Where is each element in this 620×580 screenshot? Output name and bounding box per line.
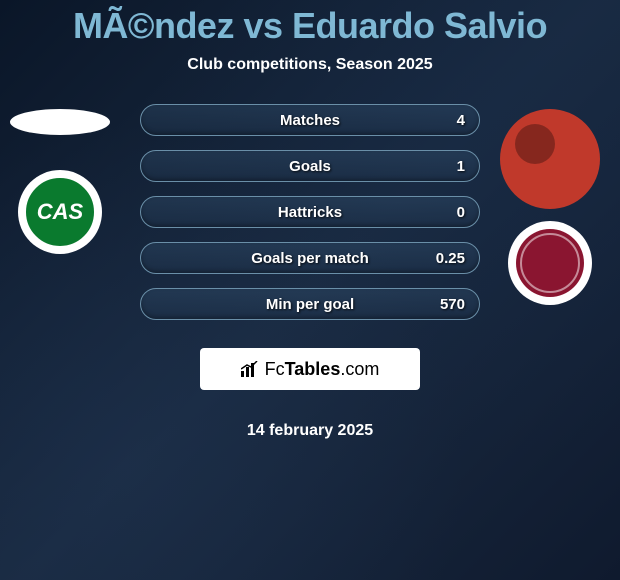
player-left-photo [10, 109, 110, 135]
player-right-photo [500, 109, 600, 209]
brand-bold: Tables [285, 359, 341, 379]
page-title: MÃ©ndez vs Eduardo Salvio [73, 8, 547, 44]
stat-row-hattricks: Hattricks 0 [140, 196, 480, 228]
comparison-card: MÃ©ndez vs Eduardo Salvio Club competiti… [0, 0, 620, 580]
stat-value-right: 0.25 [436, 250, 465, 267]
brand-badge: FcTables.com [200, 348, 420, 390]
stat-label: Goals [289, 158, 331, 175]
club-badge-left: CAS [18, 170, 102, 254]
brand-text: FcTables.com [265, 359, 380, 380]
club-badge-left-initials: CAS [26, 178, 94, 246]
stat-value-right: 4 [457, 112, 465, 129]
player-left-column: CAS [10, 109, 110, 254]
player-right-photo-head [515, 124, 555, 164]
stat-value-right: 0 [457, 204, 465, 221]
club-badge-right-inner [516, 229, 584, 297]
page-subtitle: Club competitions, Season 2025 [187, 56, 432, 74]
stat-row-matches: Matches 4 [140, 104, 480, 136]
stat-label: Matches [280, 112, 340, 129]
brand-prefix: Fc [265, 359, 285, 379]
stat-row-goals-per-match: Goals per match 0.25 [140, 242, 480, 274]
stat-value-right: 570 [440, 296, 465, 313]
stat-label: Goals per match [251, 250, 369, 267]
brand-suffix: .com [340, 359, 379, 379]
stat-label: Hattricks [278, 204, 342, 221]
player-right-column [500, 109, 600, 305]
footer-date: 14 february 2025 [247, 422, 373, 440]
stat-row-goals: Goals 1 [140, 150, 480, 182]
content-area: CAS Matches 4 Goals 1 Hattricks 0 [0, 104, 620, 440]
stat-value-right: 1 [457, 158, 465, 175]
stats-list: Matches 4 Goals 1 Hattricks 0 Goals per … [140, 104, 480, 440]
chart-icon [241, 361, 261, 377]
stat-row-min-per-goal: Min per goal 570 [140, 288, 480, 320]
stat-label: Min per goal [266, 296, 354, 313]
club-badge-right [508, 221, 592, 305]
